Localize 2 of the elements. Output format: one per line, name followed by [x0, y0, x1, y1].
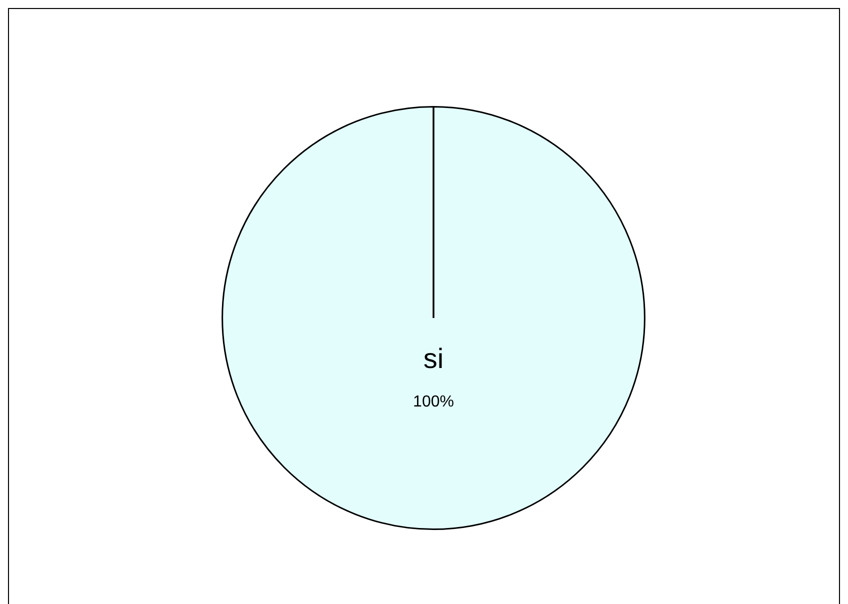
data-label: 100% — [413, 394, 454, 411]
slice-label: si — [423, 342, 444, 374]
